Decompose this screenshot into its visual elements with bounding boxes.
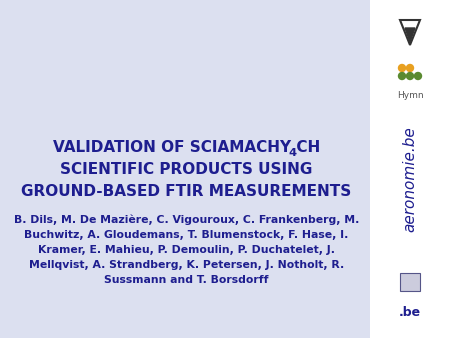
Circle shape [399,65,405,72]
Bar [370,0,450,338]
FancyBboxPatch shape [0,0,377,338]
Polygon shape [405,28,415,42]
Text: .be: .be [399,307,421,319]
Circle shape [406,72,414,79]
Text: B. Dils, M. De Mazière, C. Vigouroux, C. Frankenberg, M.: B. Dils, M. De Mazière, C. Vigouroux, C.… [14,215,359,225]
Text: 4: 4 [288,148,297,158]
Circle shape [406,65,414,72]
Text: Sussmann and T. Borsdorff: Sussmann and T. Borsdorff [104,275,269,285]
Text: SCIENTIFIC PRODUCTS USING: SCIENTIFIC PRODUCTS USING [60,163,313,177]
Text: VALIDATION OF SCIAMACHY CH: VALIDATION OF SCIAMACHY CH [53,141,320,155]
Text: Mellqvist, A. Strandberg, K. Petersen, J. Notholt, R.: Mellqvist, A. Strandberg, K. Petersen, J… [29,260,344,270]
Text: Kramer, E. Mahieu, P. Demoulin, P. Duchatelet, J.: Kramer, E. Mahieu, P. Demoulin, P. Ducha… [38,245,335,255]
Circle shape [414,72,422,79]
Circle shape [399,72,405,79]
Bar [400,273,420,291]
Text: Hymn: Hymn [397,91,423,99]
Text: aeronomie.be: aeronomie.be [402,126,418,232]
Text: Buchwitz, A. Gloudemans, T. Blumenstock, F. Hase, I.: Buchwitz, A. Gloudemans, T. Blumenstock,… [24,230,349,240]
Text: GROUND-BASED FTIR MEASUREMENTS: GROUND-BASED FTIR MEASUREMENTS [22,185,351,199]
